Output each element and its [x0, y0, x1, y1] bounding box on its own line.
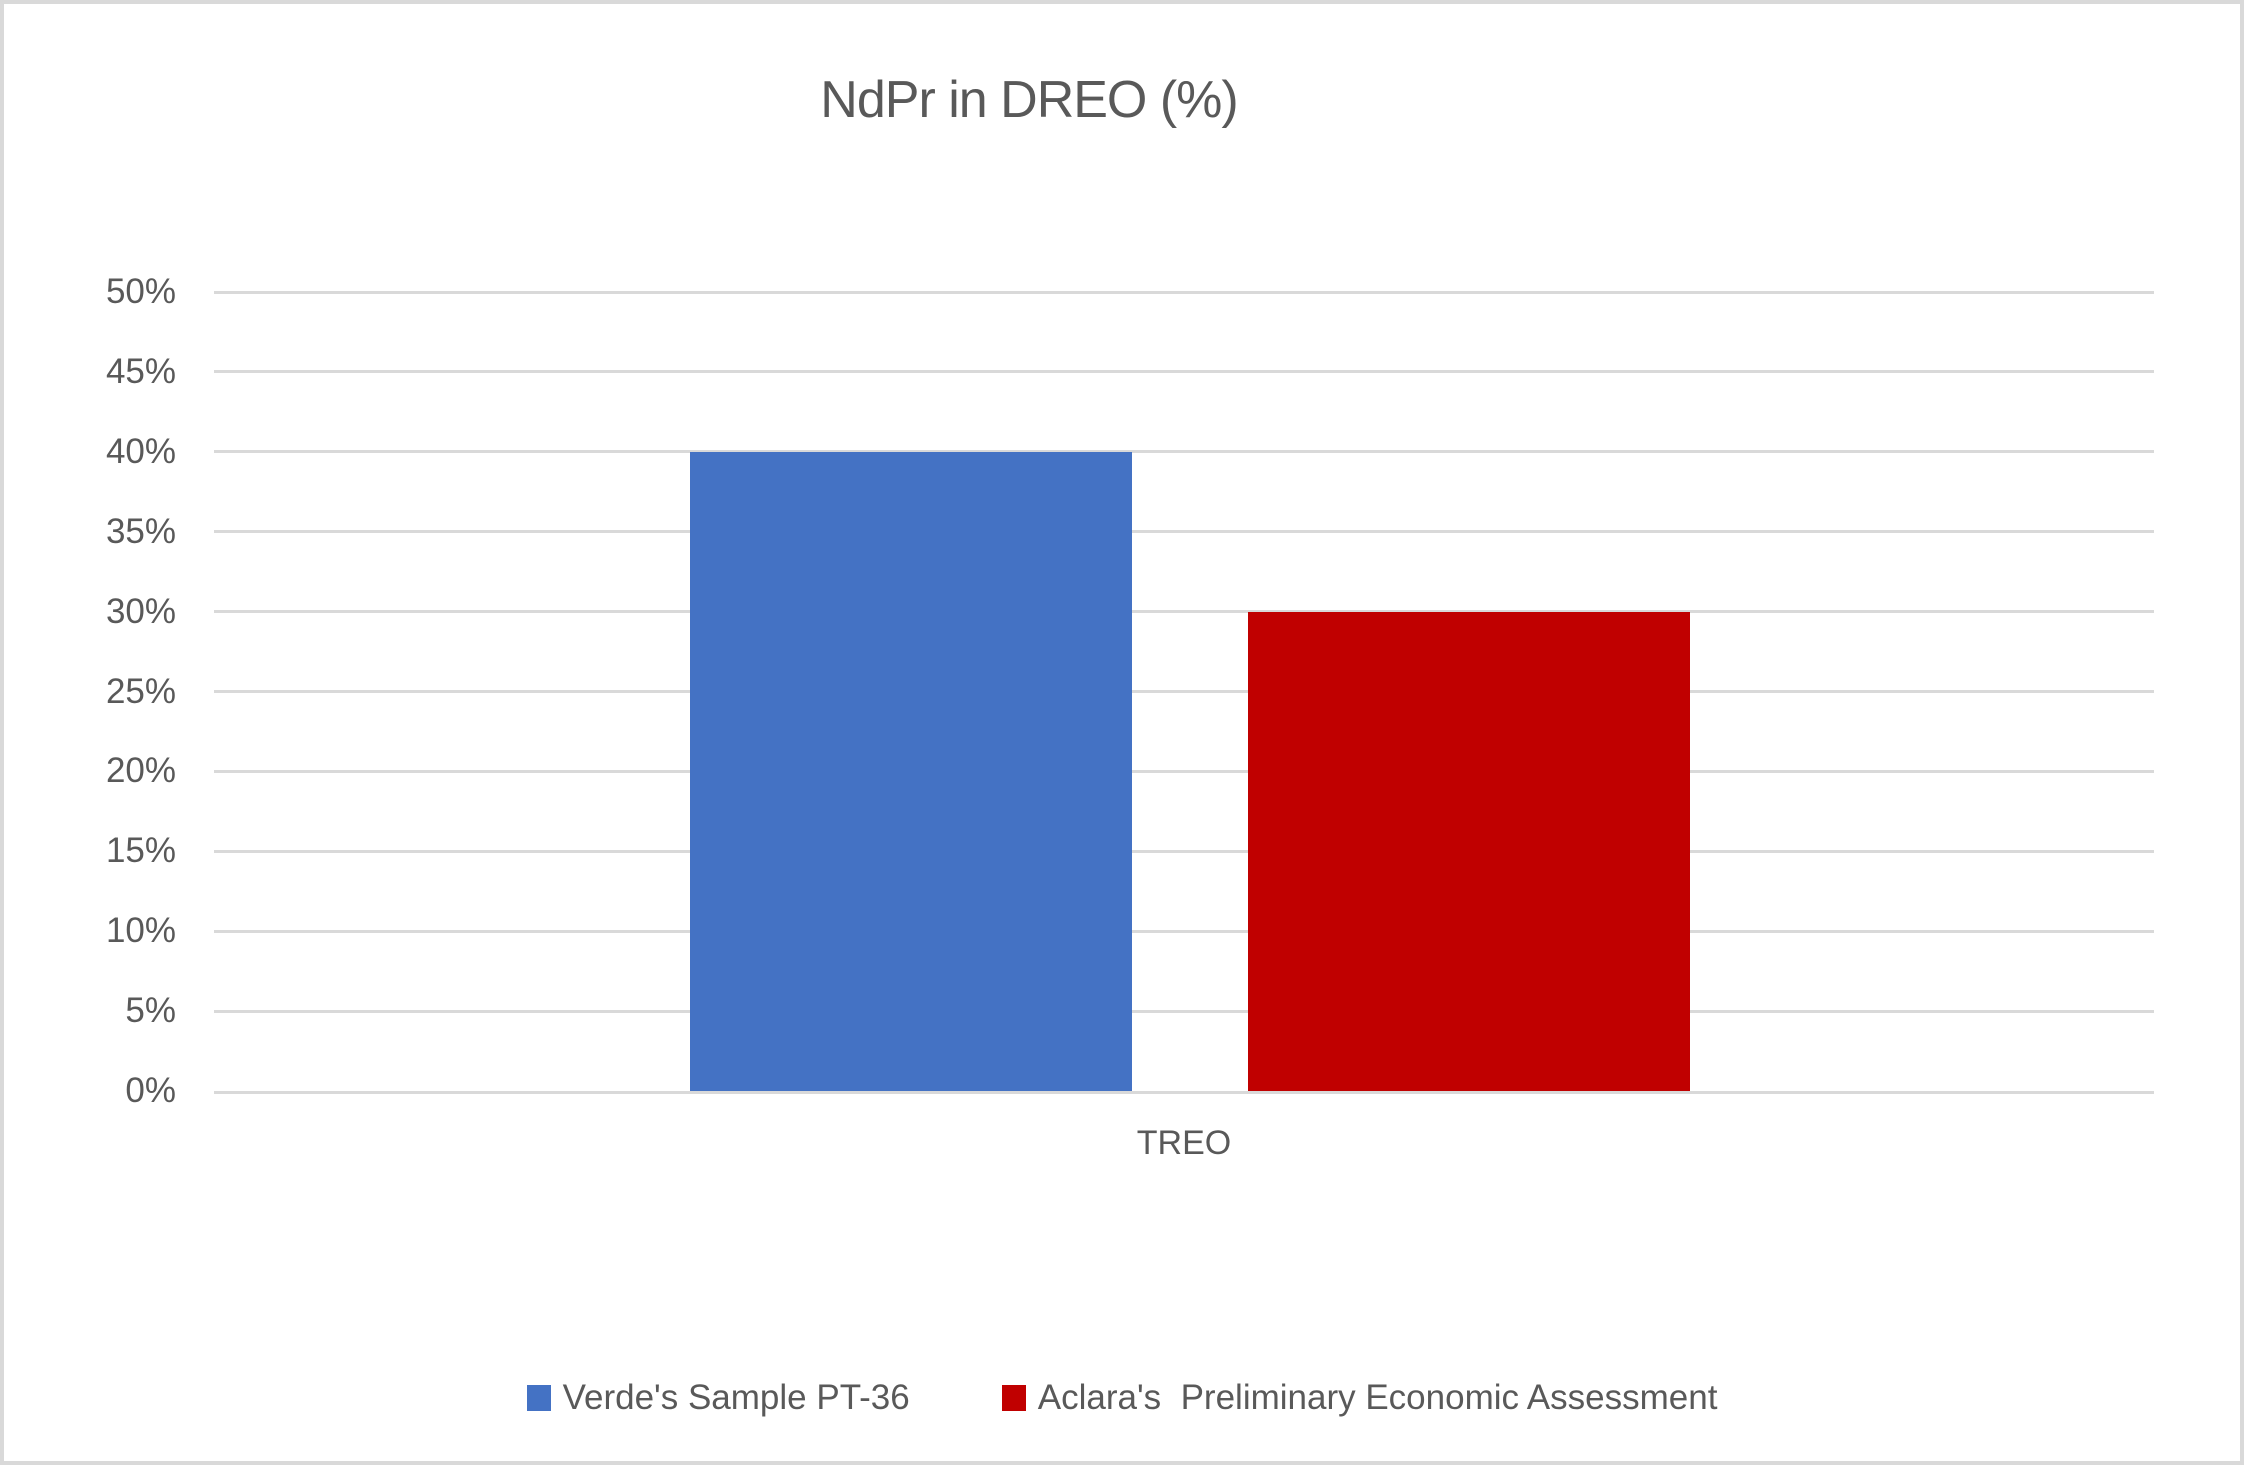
legend-item-1[interactable]: Aclara's Preliminary Economic Assessment — [1001, 1378, 1718, 1418]
legend-marker-icon — [1001, 1385, 1026, 1411]
y-tick-label: 0% — [125, 1071, 176, 1110]
y-tick-label: 40% — [105, 431, 176, 471]
y-tick-label: 50% — [105, 272, 176, 311]
legend-label: Aclara's Preliminary Economic Assessment — [1037, 1378, 1718, 1417]
gridline — [214, 290, 2154, 294]
y-tick-label: 10% — [105, 911, 176, 951]
y-tick-label: 15% — [105, 831, 176, 871]
y-tick-label: 45% — [105, 351, 176, 391]
gridline — [214, 370, 2154, 374]
bar-series-1[interactable] — [1248, 611, 1690, 1091]
gridline — [214, 530, 2154, 534]
x-axis-category-label: TREO — [1136, 1124, 1232, 1162]
legend-marker-icon — [526, 1385, 551, 1411]
chart-title: NdPr in DREO (%) — [820, 71, 1238, 129]
y-tick-label: 5% — [125, 991, 176, 1031]
gridline — [214, 450, 2154, 454]
y-tick-label: 20% — [105, 751, 176, 791]
legend-item-0[interactable]: Verde's Sample PT-36 — [526, 1378, 910, 1418]
gridline — [214, 769, 2154, 773]
y-tick-label: 35% — [105, 511, 176, 551]
gridline — [214, 610, 2154, 614]
gridline — [214, 1009, 2154, 1013]
legend: Verde's Sample PT-36 Aclara's Preliminary… — [4, 1378, 2240, 1418]
gridline — [214, 1091, 2154, 1094]
gridline — [214, 690, 2154, 693]
y-tick-label: 30% — [105, 591, 176, 631]
gridline — [214, 849, 2154, 853]
plot-area — [214, 290, 2154, 1094]
y-tick-label: 25% — [105, 671, 176, 711]
gridline — [214, 929, 2154, 933]
bar-series-0[interactable] — [690, 451, 1132, 1091]
legend-label: Verde's Sample PT-36 — [562, 1378, 910, 1417]
